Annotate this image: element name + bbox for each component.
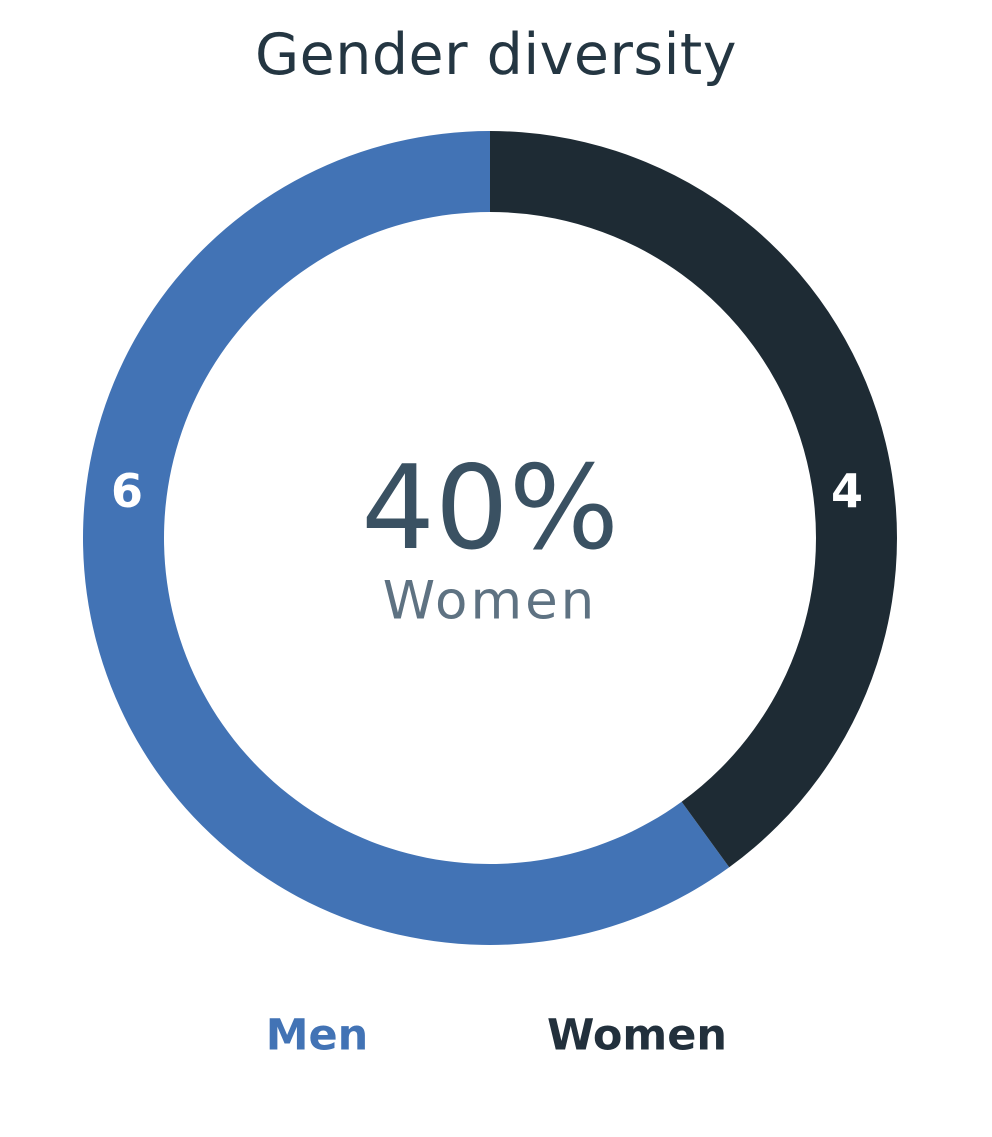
data-label-women: 4	[830, 464, 864, 518]
donut-slice-men[interactable]	[82, 131, 730, 946]
legend-item-men[interactable]: Men	[265, 1010, 369, 1061]
legend-item-women[interactable]: Women	[546, 1010, 728, 1061]
donut-slice-women[interactable]	[490, 131, 897, 868]
center-percent-label: 40%	[361, 441, 619, 576]
data-label-men: 6	[110, 464, 144, 518]
chart-title: Gender diversity	[254, 22, 738, 88]
center-caption-label: Women	[382, 570, 598, 632]
